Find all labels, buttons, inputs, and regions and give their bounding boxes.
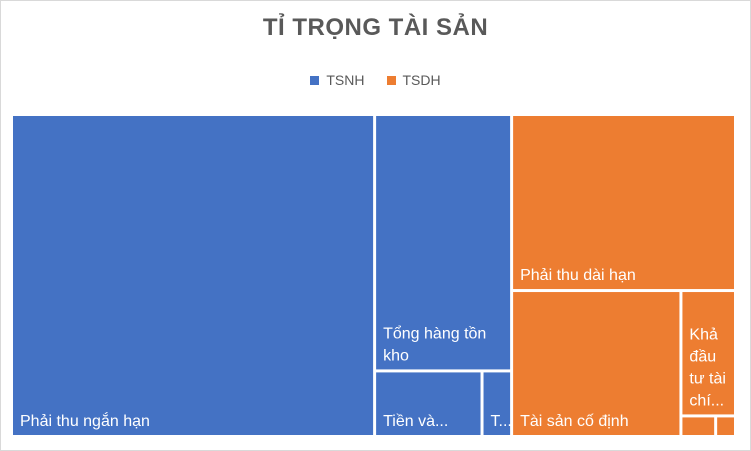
treemap-label-g1-1: Tài sản cố định: [520, 413, 629, 430]
treemap-tile-g0-1: [376, 116, 511, 370]
legend-item-tsdh: TSDH: [386, 72, 441, 88]
treemap-tile-g1-2: [682, 292, 734, 415]
chart-title: TỈ TRỌNG TÀI SẢN: [262, 14, 489, 41]
treemap-label-g1-0: Phải thu dài hạn: [520, 267, 636, 284]
legend-item-tsnh: TSNH: [310, 72, 365, 88]
treemap-tile-g0-0: [13, 116, 374, 435]
legend-label-tsnh: TSNH: [326, 72, 365, 88]
treemap-tile-g1-3: [682, 417, 715, 435]
treemap-label-g0-1: Tổng hàng tồn kho: [383, 324, 486, 364]
chart-legend: TSNH TSDH: [0, 72, 751, 88]
treemap-tile-g1-1: [513, 292, 680, 435]
treemap-tile-g1-4: [717, 417, 734, 435]
treemap-label-g0-3: T...: [491, 413, 512, 430]
treemap-tile-g0-2: [376, 372, 481, 435]
treemap-label-g0-0: Phải thu ngắn hạn: [20, 411, 150, 430]
treemap-label-g0-2: Tiền và...: [383, 413, 448, 430]
legend-swatch-tsdh: [386, 75, 396, 85]
treemap-tile-g1-0: [513, 116, 734, 290]
treemap-label-g1-2: Khả đầu tư tài chí...: [689, 326, 726, 409]
legend-swatch-tsnh: [310, 75, 320, 85]
legend-label-tsdh: TSDH: [402, 72, 441, 88]
treemap-tile-g0-3: [483, 372, 511, 435]
